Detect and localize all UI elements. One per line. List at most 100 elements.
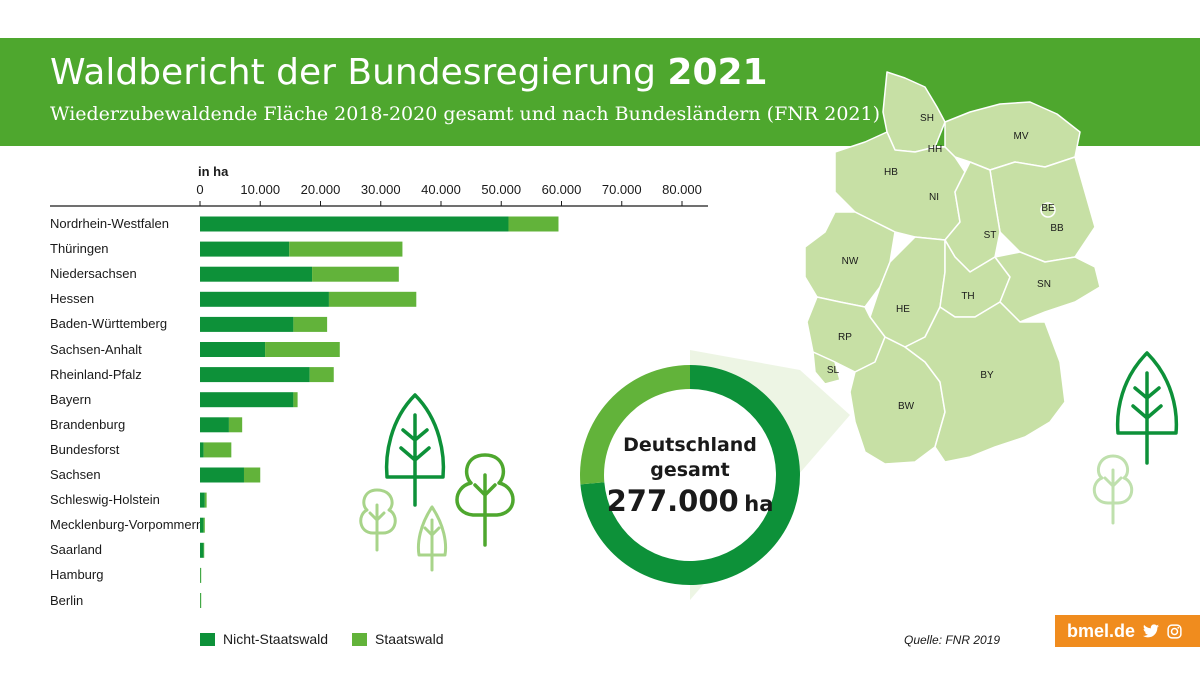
- category-label: Rheinland-Pfalz: [50, 366, 142, 382]
- bar-nicht-staatswald: [200, 593, 201, 608]
- map-label-mv: MV: [1014, 131, 1029, 142]
- map-label-ni: NI: [929, 192, 939, 203]
- x-tick-label: 60.000: [542, 182, 582, 197]
- map-label-sl: SL: [827, 365, 840, 376]
- bar-staatswald: [328, 291, 417, 307]
- legend-item-staatswald: Staatswald: [352, 631, 443, 647]
- legend-label: Nicht-Staatswald: [223, 631, 329, 647]
- bar-staatswald: [204, 492, 207, 508]
- bar-nicht-staatswald: [200, 216, 509, 232]
- category-label: Schleswig-Holstein: [50, 492, 160, 508]
- brand-bar[interactable]: bmel.de: [1055, 615, 1200, 647]
- bar-nicht-staatswald: [200, 567, 201, 583]
- bar-staatswald: [203, 442, 232, 458]
- map-label-bw: BW: [898, 401, 915, 412]
- map-label-sh: SH: [920, 113, 934, 124]
- category-label: Brandenburg: [50, 416, 126, 432]
- category-label: Hessen: [50, 291, 95, 307]
- category-label: Berlin: [50, 592, 84, 608]
- donut-label-line2: gesamt: [650, 459, 730, 481]
- map-label-sn: SN: [1037, 279, 1051, 290]
- brand-link[interactable]: bmel.de: [1067, 620, 1136, 641]
- bar-nicht-staatswald: [200, 291, 329, 307]
- bar-nicht-staatswald: [200, 316, 294, 332]
- legend-item-nicht-staatswald: Nicht-Staatswald: [200, 631, 328, 647]
- map-label-th: TH: [961, 291, 974, 302]
- map-region-st: [944, 161, 1001, 273]
- page-title: Waldbericht der Bundesregierung 2021: [50, 52, 768, 93]
- map-label-hh: HH: [928, 144, 942, 155]
- donut-total-unit: ha: [744, 492, 774, 516]
- bar-nicht-staatswald: [200, 442, 204, 458]
- donut-chart: [580, 350, 850, 600]
- tree-icon: [384, 393, 446, 507]
- map-label-be: BE: [1041, 203, 1055, 214]
- donut-total-value: 277.000: [606, 484, 739, 518]
- bar-staatswald: [312, 266, 399, 282]
- bar-nicht-staatswald: [200, 241, 290, 257]
- x-tick-label: 20.000: [301, 182, 341, 197]
- x-tick-label: 80.000: [662, 182, 702, 197]
- tree-icon: [455, 453, 515, 547]
- tree-illustrations-right: [1092, 351, 1179, 525]
- map-region-sh: [882, 71, 946, 153]
- map-label-he: HE: [896, 304, 910, 315]
- x-tick-label: 30.000: [361, 182, 401, 197]
- category-label: Bayern: [50, 391, 92, 407]
- bar-staatswald: [203, 542, 205, 558]
- bar-staatswald: [200, 593, 202, 608]
- bar-nicht-staatswald: [200, 492, 205, 508]
- map-label-st: ST: [984, 230, 997, 241]
- bar-chart: 0 10.000 20.000 30.000 40.000 50.000 60.000 70.…: [50, 182, 708, 608]
- donut-label-line1: Deutschland: [623, 434, 757, 456]
- bar-nicht-staatswald: [200, 467, 244, 483]
- x-tick-label: 50.000: [481, 182, 521, 197]
- tree-icon: [1115, 351, 1179, 465]
- category-label: Nordrhein-Westfalen: [50, 216, 169, 231]
- bar-staatswald: [243, 467, 261, 483]
- donut-center-label: Deutschland gesamt 277.000 ha: [580, 433, 800, 524]
- bar-staatswald: [309, 367, 334, 383]
- bar-staatswald: [265, 342, 340, 357]
- legend-label: Staatswald: [375, 631, 444, 647]
- map-region-sn: [994, 251, 1101, 323]
- bar-staatswald: [293, 392, 298, 408]
- x-tick-label: 70.000: [602, 182, 642, 197]
- tree-icon: [359, 488, 448, 572]
- bar-staatswald: [289, 241, 403, 257]
- unit-label: in ha: [198, 164, 229, 179]
- category-label: Niedersachsen: [50, 266, 137, 282]
- legend-swatch: [352, 632, 367, 646]
- category-label: Saarland: [50, 542, 103, 558]
- category-label: Baden-Württemberg: [50, 316, 168, 332]
- twitter-icon[interactable]: [1143, 624, 1160, 638]
- map-region-be: [1040, 202, 1056, 218]
- bar-staatswald: [200, 567, 202, 583]
- category-label: Mecklenburg-Vorpommern: [50, 517, 204, 533]
- category-label: Sachsen-Anhalt: [50, 341, 142, 357]
- bar-staatswald: [293, 316, 328, 332]
- map-label-nw: NW: [842, 256, 859, 267]
- bar-nicht-staatswald: [200, 342, 266, 357]
- bar-staatswald: [508, 216, 559, 232]
- germany-map: SH HH MV HB NI BE BB ST NW TH SN HE RP SL BY BW: [804, 71, 1101, 465]
- bar-nicht-staatswald: [200, 392, 294, 408]
- map-region-by: [904, 301, 1066, 463]
- category-label: Sachsen: [50, 467, 101, 482]
- map-label-rp: RP: [838, 332, 852, 343]
- bar-nicht-staatswald: [200, 417, 229, 433]
- bar-staatswald: [203, 517, 205, 533]
- instagram-icon[interactable]: [1167, 623, 1182, 639]
- tree-icon: [1092, 454, 1134, 525]
- category-label: Thüringen: [50, 241, 109, 257]
- page-subtitle: Wiederzubewaldende Fläche 2018-2020 gesa…: [50, 103, 880, 125]
- x-tick-label: 10.000: [240, 182, 280, 197]
- category-label: Bundesforst: [50, 441, 120, 457]
- donut-segment-staatswald: [580, 365, 690, 485]
- bar-nicht-staatswald: [200, 266, 313, 282]
- bar-nicht-staatswald: [200, 367, 310, 383]
- bar-nicht-staatswald: [200, 517, 204, 533]
- map-label-bb: BB: [1050, 223, 1064, 234]
- tree-illustrations: [359, 393, 515, 572]
- x-tick-label: 0: [196, 182, 203, 197]
